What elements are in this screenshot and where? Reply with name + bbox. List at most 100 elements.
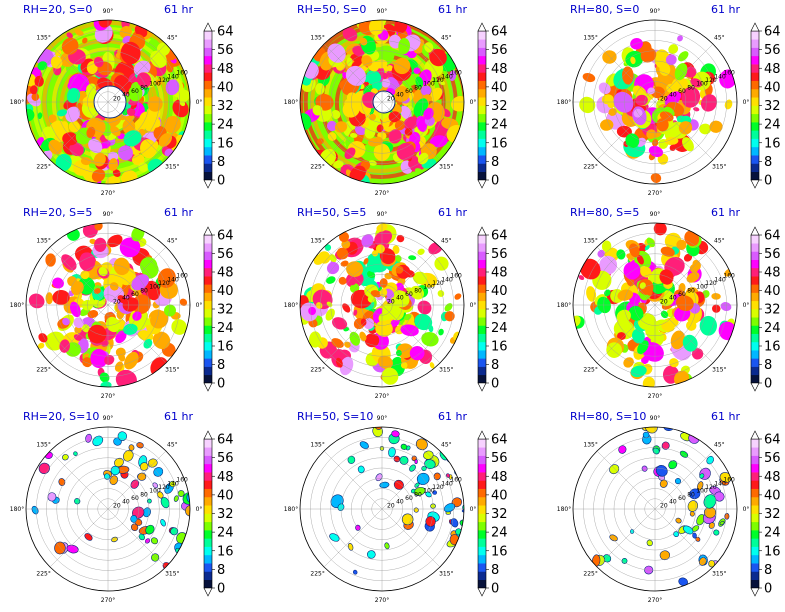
angle-tick-label: 270° — [375, 597, 389, 604]
radial-tick-label: 20 — [387, 298, 395, 305]
colorbar-tick-label: 8 — [217, 155, 225, 170]
grid-spoke — [323, 43, 383, 103]
radial-tick-label: 40 — [396, 295, 404, 302]
colorbar: 0 8 16 24 32 40 48 56 64 — [477, 226, 508, 392]
grid-spoke — [107, 246, 167, 306]
radial-tick-label: 60 — [405, 88, 413, 95]
colorbar-tick-label: 64 — [217, 25, 234, 40]
radial-tick-label: 140 — [441, 480, 453, 487]
angle-tick-label: 315° — [439, 163, 453, 170]
colorbar-tick-label: 0 — [491, 377, 499, 392]
angle-tick-label: 180° — [10, 302, 24, 309]
angle-tick-label: 135° — [310, 238, 324, 245]
colorbar-tick-label: 8 — [217, 358, 225, 373]
colorbar-tick-label: 16 — [217, 340, 234, 355]
angle-tick-label: 180° — [557, 302, 571, 309]
angle-tick-label: 180° — [557, 99, 571, 106]
colorbar-tick-label: 64 — [491, 433, 508, 448]
colorbar-tick-label: 40 — [491, 284, 508, 299]
angle-tick-label: 315° — [712, 366, 726, 373]
colorbar-tick-label: 64 — [764, 25, 781, 40]
angle-tick-label: 135° — [36, 238, 50, 245]
colorbar-extend-top — [203, 430, 213, 440]
angle-tick-label: 180° — [10, 506, 24, 513]
angle-tick-label: 45° — [714, 238, 725, 245]
colorbar-tick-label: 24 — [491, 321, 508, 336]
panel-title: RH=80, S=10 — [570, 410, 646, 423]
radial-tick-label: 140 — [167, 276, 179, 283]
angle-tick-label: 45° — [167, 238, 178, 245]
radial-tick-label: 120 — [432, 77, 444, 84]
colorbar-tick-label: 32 — [491, 99, 508, 114]
colorbar-tick-label: 16 — [764, 340, 781, 355]
angle-tick-label: 90° — [377, 415, 388, 422]
colorbar-tick-label: 16 — [217, 544, 234, 559]
angle-tick-label: 45° — [441, 35, 452, 42]
radial-tick-label: 60 — [131, 495, 139, 502]
grid-spoke — [381, 304, 441, 364]
grid-spoke — [49, 450, 109, 510]
radial-tick-label: 100 — [149, 81, 161, 88]
colorbar-tick-label: 40 — [217, 488, 234, 503]
panel-time-label: 61 hr — [438, 3, 467, 16]
radial-tick-label: 40 — [122, 499, 130, 506]
colorbar-tick-label: 24 — [764, 118, 781, 133]
grid-spoke — [654, 450, 714, 510]
polar-frame — [299, 19, 465, 185]
colorbar-tick-label: 16 — [491, 340, 508, 355]
colorbar-tick-label: 48 — [217, 62, 234, 77]
grid-spoke — [654, 43, 714, 103]
colorbar-tick-label: 16 — [764, 544, 781, 559]
angle-tick-label: 180° — [284, 506, 298, 513]
angle-tick-label: 0° — [470, 99, 477, 106]
grid-spoke — [596, 304, 656, 364]
angle-tick-label: 270° — [648, 393, 662, 400]
angle-tick-label: 225° — [36, 366, 50, 373]
colorbar-tick-label: 0 — [764, 377, 772, 392]
angle-tick-label: 270° — [648, 597, 662, 604]
radial-tick-label: 80 — [414, 84, 422, 91]
colorbar-extend-top — [750, 226, 760, 236]
colorbar-tick-label: 40 — [764, 284, 781, 299]
angle-tick-label: 180° — [284, 302, 298, 309]
radial-tick-label: 20 — [660, 298, 668, 305]
colorbar: 0 8 16 24 32 40 48 56 64 — [477, 22, 508, 189]
colorbar-tick-label: 0 — [217, 174, 225, 189]
radial-tick-label: 40 — [122, 92, 130, 99]
angle-tick-label: 0° — [743, 99, 750, 106]
colorbar-tick-label: 24 — [217, 118, 234, 133]
colorbar-extend-bottom — [203, 587, 213, 597]
colorbar-tick-label: 0 — [217, 377, 225, 392]
colorbar-tick-label: 8 — [491, 358, 499, 373]
grid-spoke — [596, 101, 656, 161]
angle-tick-label: 315° — [712, 570, 726, 577]
radial-tick-label: 40 — [669, 295, 677, 302]
colorbar-tick-label: 56 — [491, 451, 508, 466]
colorbar-tick-label: 8 — [491, 563, 499, 578]
grid-spoke — [107, 304, 167, 364]
radial-tick-label: 120 — [432, 280, 444, 287]
angle-tick-label: 225° — [310, 163, 324, 170]
colorbar-tick-label: 64 — [764, 433, 781, 448]
grid-spoke — [323, 304, 383, 364]
colorbar-tick-label: 32 — [491, 303, 508, 318]
radial-tick-label: 160 — [450, 70, 462, 77]
colorbar-tick-label: 48 — [217, 266, 234, 281]
colorbar-tick-label: 64 — [491, 229, 508, 244]
polar-frame — [299, 426, 465, 592]
colorbar-extend-bottom — [750, 179, 760, 189]
colorbar-tick-label: 40 — [217, 284, 234, 299]
colorbar-tick-label: 48 — [764, 266, 781, 281]
angle-tick-label: 90° — [650, 8, 661, 15]
grid-spoke — [107, 508, 167, 568]
colorbar-tick-label: 32 — [491, 507, 508, 522]
radial-tick-label: 60 — [131, 291, 139, 298]
polar-frame — [572, 19, 738, 185]
grid-spoke — [381, 43, 441, 103]
colorbar-tick-label: 0 — [217, 582, 225, 597]
